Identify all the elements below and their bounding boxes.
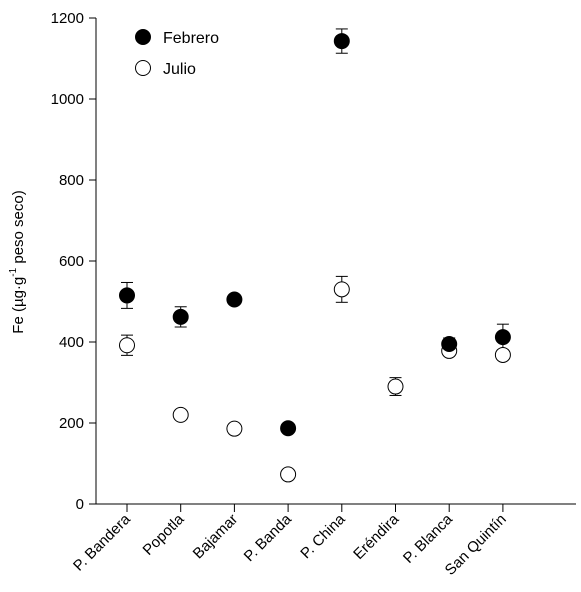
x-tick-label: P. Bandera (70, 510, 134, 574)
y-tick-label: 800 (59, 172, 84, 189)
x-tick-label: Popotla (140, 510, 188, 558)
legend-label: Julio (163, 61, 196, 78)
point-febrero (441, 336, 458, 353)
point-febrero (119, 287, 135, 304)
point-febrero (280, 420, 297, 437)
point-febrero (494, 329, 511, 346)
x-tick-label: Bajamar (190, 511, 242, 563)
x-tick-label: P. China (297, 510, 349, 562)
y-tick-label: 0 (76, 496, 84, 513)
point-julio (333, 281, 350, 298)
y-axis-label: Fe (µg·g-1 peso seco) (8, 190, 27, 333)
y-tick-label: 1200 (51, 10, 84, 27)
y-tick-label: 400 (59, 334, 84, 351)
point-febrero (226, 291, 243, 308)
x-tick-label: P. Banda (241, 510, 296, 565)
point-febrero (172, 308, 189, 325)
y-tick-label: 200 (59, 415, 84, 432)
y-tick-label: 600 (59, 253, 84, 270)
y-tick-label: 1000 (51, 91, 84, 108)
point-julio (226, 420, 243, 437)
legend-marker (135, 29, 151, 45)
point-febrero (333, 33, 350, 50)
legend: Febrero Julio (135, 29, 219, 78)
x-tick-label: Eréndira (350, 510, 403, 563)
x-tick-label: P. Blanca (400, 510, 457, 567)
y-axis-label-prefix: Fe (µg·g (10, 277, 27, 334)
y-axis-label-suffix: peso seco) (10, 190, 27, 268)
x-axis-ticks: P. Bandera Popotla Bajamar P. Banda P. China… (70, 504, 510, 579)
point-julio (387, 378, 404, 395)
point-julio (119, 337, 135, 354)
data-points (119, 33, 511, 483)
y-axis-ticks: 0 200 400 600 800 1000 1200 (51, 10, 96, 513)
point-julio (494, 346, 511, 363)
axes (95, 18, 576, 505)
point-julio (280, 466, 297, 483)
legend-label: Febrero (163, 30, 219, 47)
point-julio (172, 406, 189, 423)
legend-marker (135, 60, 151, 76)
y-axis-label-superscript: -1 (8, 267, 19, 276)
